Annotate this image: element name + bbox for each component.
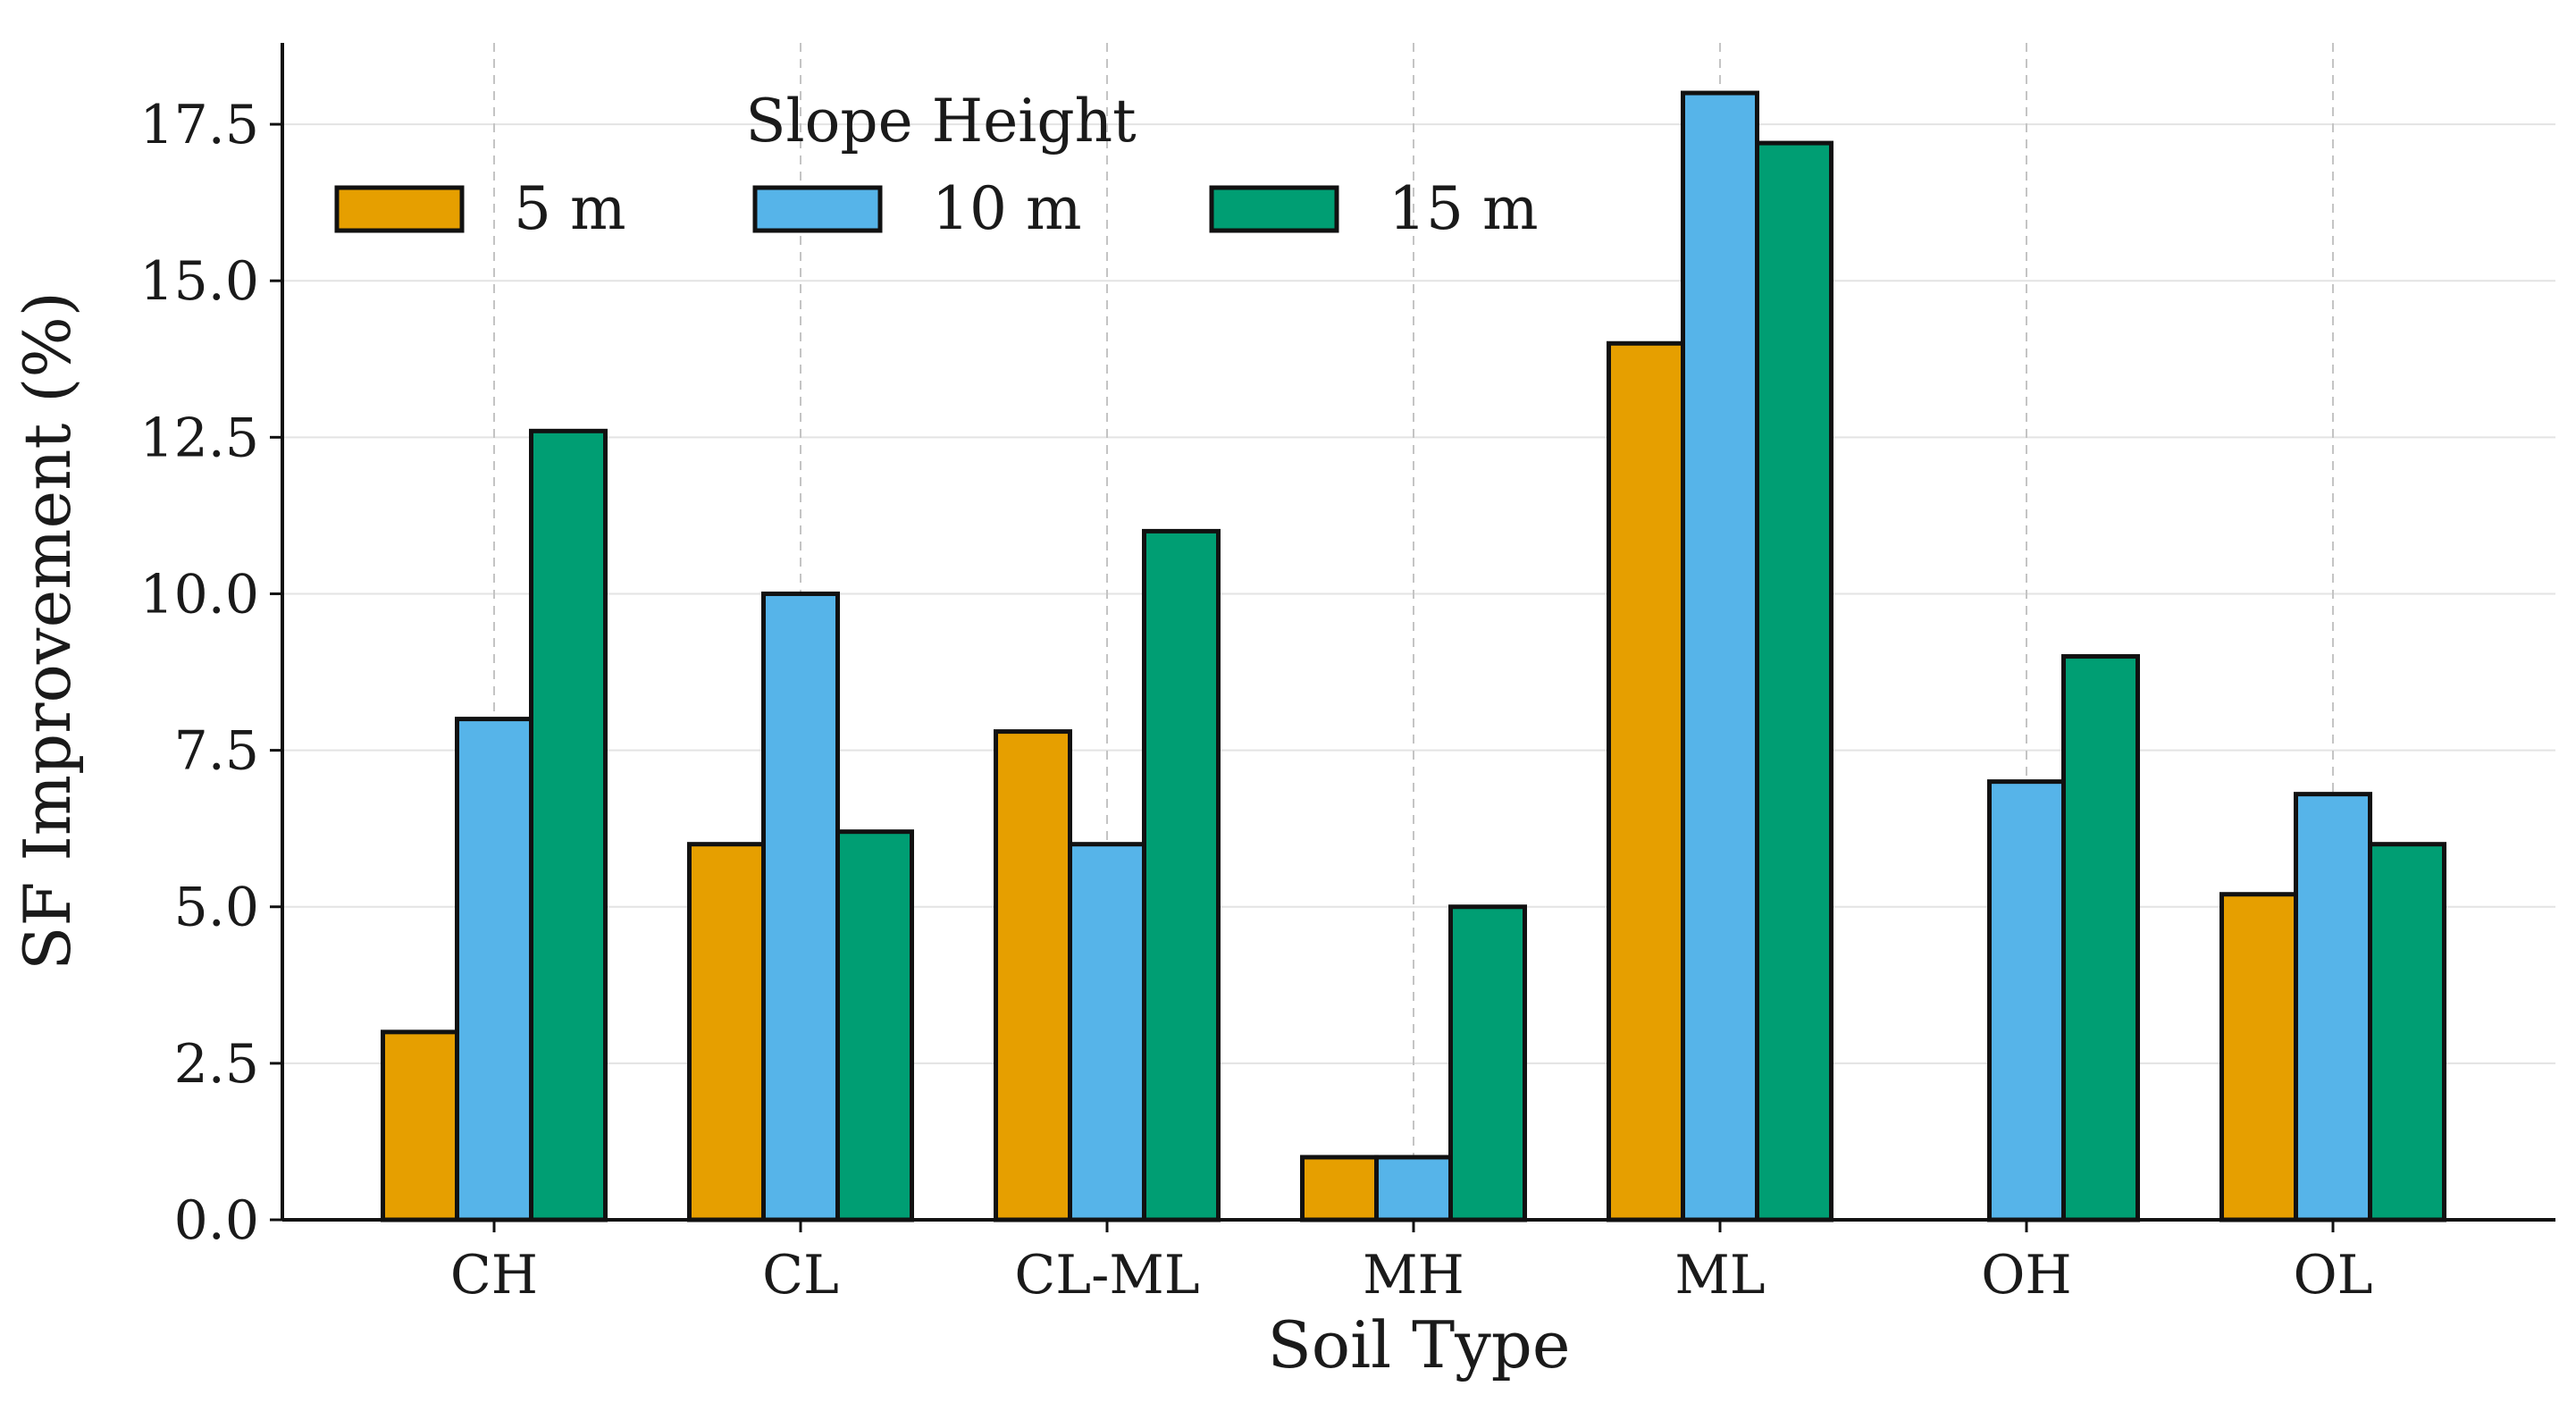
bar	[687, 842, 766, 1222]
bar	[1755, 140, 1833, 1222]
bar	[2368, 842, 2446, 1222]
y-axis-title: SF Improvement (%)	[10, 291, 85, 970]
bar	[1987, 779, 2066, 1222]
bar	[2219, 892, 2298, 1222]
bar	[835, 829, 914, 1222]
y-tick-label: 2.5	[174, 1033, 259, 1096]
y-tick-label: 5.0	[174, 877, 259, 939]
bars-layer	[381, 90, 2446, 1222]
bar	[1068, 842, 1146, 1222]
bar	[1448, 904, 1527, 1222]
bar	[1300, 1155, 1379, 1222]
y-tick-label: 0.0	[174, 1189, 259, 1252]
x-tick-label: CL	[762, 1244, 839, 1306]
bar	[455, 717, 533, 1222]
bar	[761, 591, 840, 1222]
x-tick-label: OL	[2293, 1244, 2372, 1306]
bar	[2061, 654, 2140, 1222]
bar	[1142, 528, 1221, 1222]
x-tick-label: MH	[1363, 1244, 1464, 1306]
legend-title: Slope Height	[745, 87, 1136, 155]
y-tick-label: 10.0	[139, 563, 259, 626]
x-tick-label: CL-ML	[1014, 1244, 1199, 1306]
y-tick-label: 12.5	[139, 407, 259, 469]
y-tick-label: 17.5	[139, 94, 259, 156]
legend-label: 15 m	[1389, 174, 1539, 243]
bar	[1374, 1155, 1453, 1222]
x-tick-label: OH	[1981, 1244, 2072, 1306]
bar	[1681, 90, 1759, 1222]
y-tick-label: 7.5	[174, 720, 259, 783]
bar	[381, 1029, 459, 1222]
ticks-layer: 0.0 2.5 5.0 7.5 10.0 12.5 15.0 17.5 CH CL CL-ML MH M…	[139, 94, 2372, 1306]
bar	[2294, 792, 2372, 1222]
axes-layer	[281, 43, 2555, 1222]
legend-swatch	[1209, 185, 1339, 233]
legend: Slope Height 5 m 10 m 15 m	[334, 87, 1539, 243]
bar	[1607, 340, 1685, 1222]
legend-label: 10 m	[932, 174, 1082, 243]
x-tick-label: CH	[450, 1244, 538, 1306]
y-tick-label: 15.0	[139, 250, 259, 313]
legend-items: 5 m 10 m 15 m	[334, 174, 1539, 243]
legend-swatch	[334, 185, 465, 233]
x-axis-title: Soil Type	[1267, 1307, 1570, 1382]
bar	[529, 428, 608, 1222]
legend-label: 5 m	[514, 174, 626, 243]
x-tick-label: ML	[1674, 1244, 1765, 1306]
bar	[994, 729, 1072, 1222]
legend-swatch	[752, 185, 883, 233]
